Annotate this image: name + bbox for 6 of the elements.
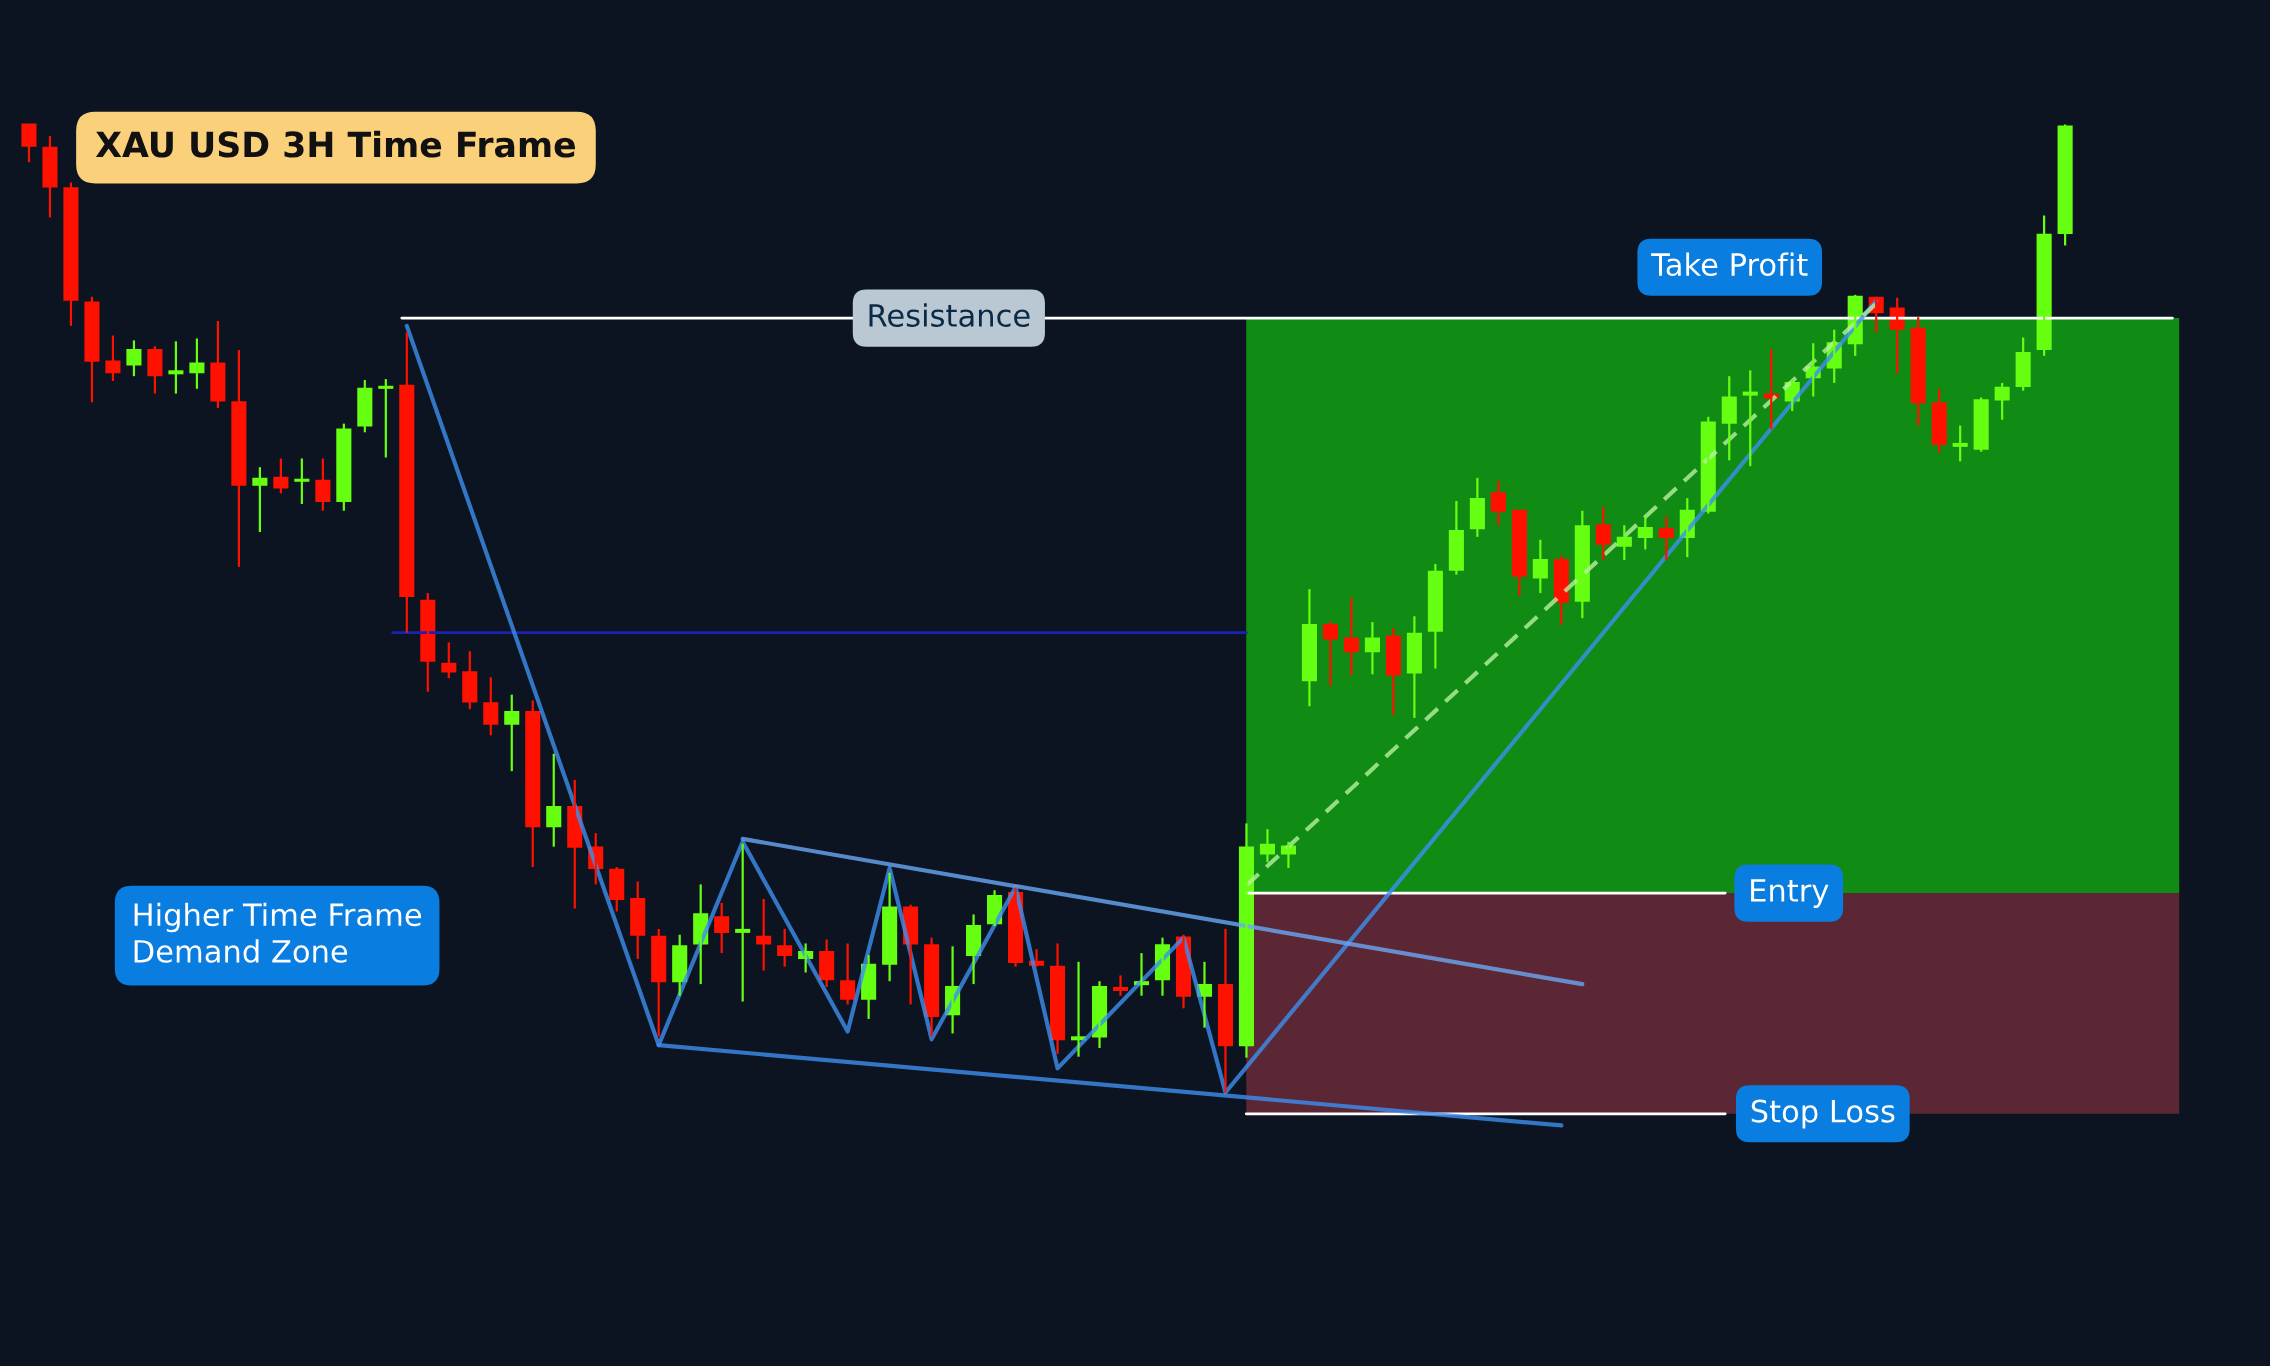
annotation: Higher Time Frame Demand Zone bbox=[134, 902, 422, 963]
ref-line-label: Resistance bbox=[869, 303, 1030, 327]
chart-title: XAU USD 3H Time Frame bbox=[95, 130, 576, 158]
band-label: Take Profit bbox=[1651, 252, 1808, 277]
ref-line-label: Entry bbox=[1751, 879, 1829, 908]
ref-line-label: Stop Loss bbox=[1751, 1099, 1895, 1129]
